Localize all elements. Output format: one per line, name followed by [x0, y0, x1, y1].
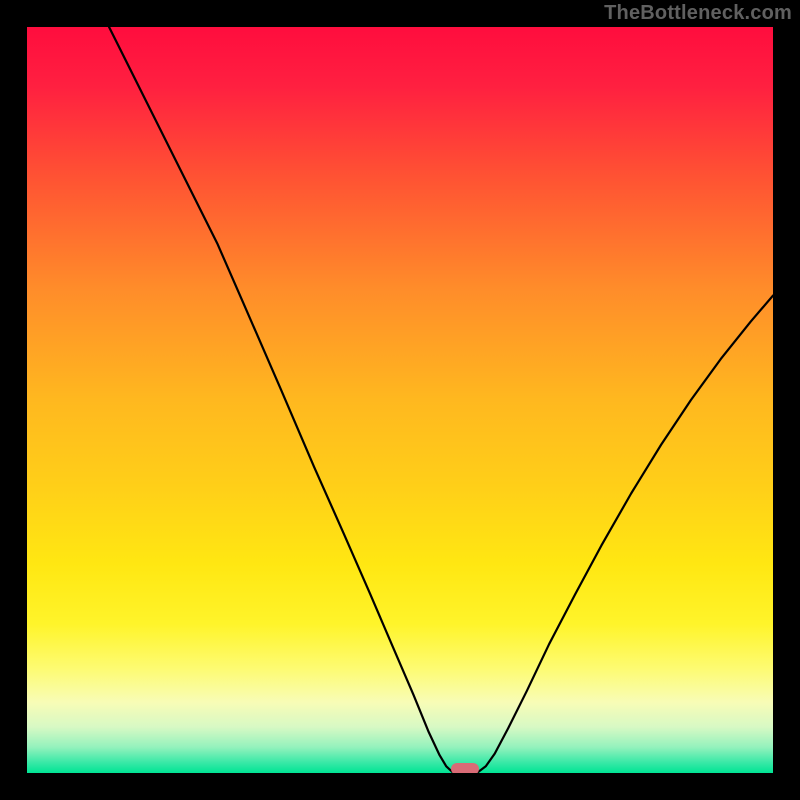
- curve-layer: [27, 27, 773, 773]
- plot-area: [27, 27, 773, 773]
- bottleneck-curve: [109, 27, 773, 772]
- chart-stage: TheBottleneck.com: [0, 0, 800, 800]
- watermark-text: TheBottleneck.com: [604, 2, 792, 25]
- min-marker: [451, 763, 479, 773]
